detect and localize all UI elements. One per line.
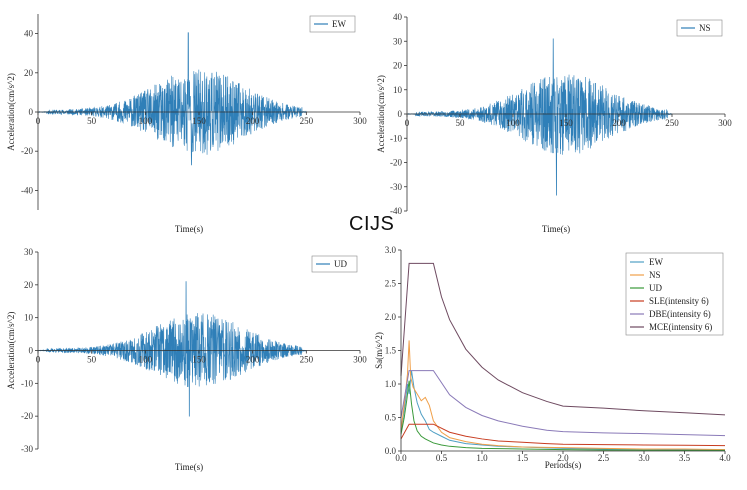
y-axis-label: Sa(m/s^2)	[374, 332, 384, 369]
y-tick-label: 0	[29, 107, 34, 117]
y-tick-label: 20	[24, 68, 34, 78]
series-line-mce	[400, 262, 726, 416]
y-tick-label: -10	[21, 378, 33, 388]
x-tick-label: 100	[139, 116, 153, 126]
x-tick-label: 0	[36, 355, 41, 365]
y-axis-label: Acceleration(cm/s^2)	[6, 312, 16, 390]
x-tick-label: 3.0	[638, 453, 650, 463]
x-axis-label: Time(s)	[542, 224, 570, 234]
series-line-sle	[400, 423, 726, 447]
ns-time-history-panel: 0 50 100 150 200 250 300-40-30-20-10010203040T…	[376, 12, 732, 234]
x-axis-label: Time(s)	[175, 224, 203, 234]
legend-box	[311, 255, 358, 273]
x-tick-label: 4.0	[719, 453, 731, 463]
y-tick-label: 0.5	[385, 413, 397, 423]
x-tick-label: 50	[456, 118, 466, 128]
x-tick-label: 250	[300, 116, 314, 126]
series-line-dbe	[400, 370, 726, 437]
x-tick-label: 300	[353, 355, 367, 365]
x-tick-label: 50	[87, 116, 97, 126]
legend-label: UD	[334, 259, 347, 269]
x-tick-label: 300	[353, 116, 367, 126]
series-line-ew	[400, 370, 725, 451]
x-tick-label: 200	[246, 355, 260, 365]
legend-label-ud: UD	[649, 283, 662, 293]
y-tick-label: -30	[390, 182, 402, 192]
x-tick-label: 150	[192, 116, 206, 126]
y-tick-label: 40	[24, 29, 34, 39]
x-tick-label: 150	[192, 355, 206, 365]
x-tick-label: 300	[718, 118, 732, 128]
legend-label-sle: SLE(intensity 6)	[649, 296, 709, 306]
trace-line-ew	[37, 32, 307, 166]
series-line-ud	[400, 380, 725, 451]
y-tick-label: -20	[21, 146, 33, 156]
y-tick-label: 10	[393, 85, 403, 95]
y-tick-label: 20	[24, 280, 34, 290]
x-tick-label: 1.0	[476, 453, 488, 463]
legend-label-dbe: DBE(intensity 6)	[649, 309, 711, 319]
x-tick-label: 250	[665, 118, 679, 128]
x-tick-label: 50	[87, 355, 97, 365]
y-tick-label: 30	[24, 247, 34, 257]
x-tick-label: 0	[36, 116, 41, 126]
trace-line-ud	[37, 281, 307, 417]
y-tick-label: 2.0	[385, 312, 397, 322]
y-axis-label: Acceleration(cm/s^2)	[6, 73, 16, 151]
x-tick-label: 100	[506, 118, 520, 128]
x-tick-label: 2.0	[557, 453, 569, 463]
y-tick-label: -20	[21, 411, 33, 421]
legend: NS	[676, 19, 723, 37]
y-tick-label: 1.5	[385, 346, 397, 356]
watermark-label: CIJS	[349, 213, 395, 235]
x-tick-label: 2.5	[598, 453, 610, 463]
legend: EW	[309, 15, 356, 33]
legend-label-ew: EW	[649, 257, 663, 267]
y-tick-label: 3.0	[385, 245, 397, 255]
y-tick-label: 0.0	[385, 446, 397, 456]
legend-box	[676, 19, 723, 37]
x-tick-label: 150	[559, 118, 573, 128]
x-tick-label: 250	[300, 355, 314, 365]
y-axis-label: Acceleration(cm/s^2)	[376, 75, 386, 153]
y-tick-label: -20	[390, 158, 402, 168]
legend-label-ns: NS	[649, 270, 661, 280]
x-tick-label: 0.0	[395, 453, 407, 463]
legend-label: NS	[699, 23, 711, 33]
trace-line-ns	[406, 38, 673, 196]
legend: EW NS UD SLE(intensity 6) DBE(intensity 6) MC…	[625, 252, 724, 336]
y-tick-label: -10	[390, 133, 402, 143]
y-tick-label: 30	[393, 36, 403, 46]
y-tick-label: -40	[21, 185, 33, 195]
x-tick-label: 1.5	[517, 453, 529, 463]
legend: UD	[311, 255, 358, 273]
legend-label: EW	[332, 19, 346, 29]
y-tick-label: 0	[398, 109, 403, 119]
x-tick-label: 0	[405, 118, 410, 128]
x-tick-label: 100	[139, 355, 153, 365]
ew-time-history-panel: 0 50 100 150 200 250 300 -40 -20 0 20 40 Time(s) Acce…	[6, 14, 367, 234]
y-tick-label: 0	[29, 346, 34, 356]
y-tick-label: 40	[393, 12, 403, 22]
legend-box	[309, 15, 356, 33]
legend-box	[625, 252, 724, 336]
response-spectrum-panel: 0.0 0.5 1.0 1.5 2.0 2.5 3.0 3.5 4.0 0.0 0.5 1.0 1.5 2…	[374, 245, 731, 470]
y-tick-label: 2.5	[385, 279, 397, 289]
y-tick-label: -40	[390, 206, 402, 216]
x-axis-label: Time(s)	[175, 462, 203, 472]
x-axis-label: Periods(s)	[545, 460, 582, 470]
y-tick-label: 1.0	[385, 379, 397, 389]
y-tick-label: 20	[393, 61, 403, 71]
y-tick-label: -30	[21, 444, 33, 454]
legend-label-mce: MCE(intensity 6)	[649, 322, 712, 332]
x-tick-label: 0.5	[436, 453, 448, 463]
x-tick-label: 3.5	[679, 453, 691, 463]
x-tick-label: 200	[246, 116, 260, 126]
ud-time-history-panel: 0 50 100 150 200 250 300 -30 -20 -10 0 10 20 30 Time(s…	[6, 247, 367, 472]
x-tick-label: 200	[612, 118, 626, 128]
y-tick-label: 10	[24, 313, 34, 323]
